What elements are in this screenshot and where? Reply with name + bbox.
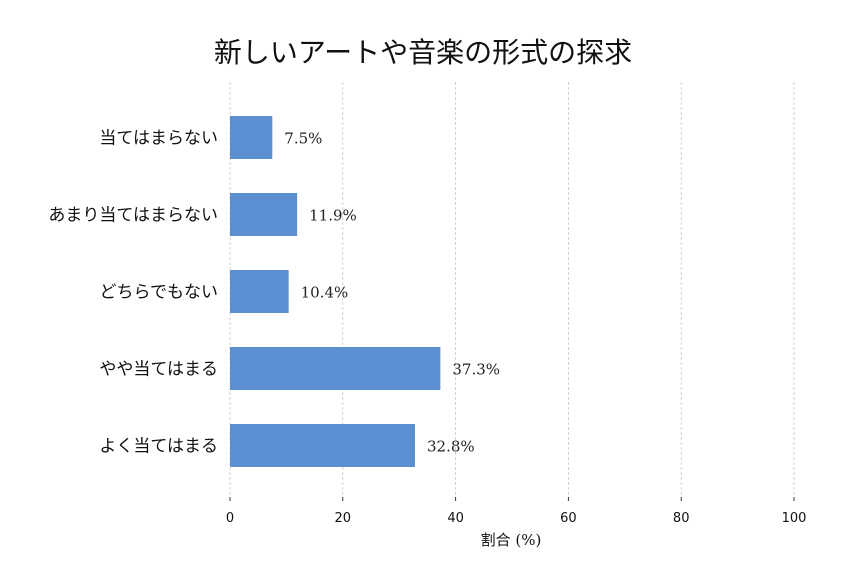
data-label: 10.4% (301, 284, 349, 302)
chart-title: 新しいアートや音楽の形式の探求 (214, 36, 632, 69)
x-axis-ticks: 0 20 40 60 80 100 (226, 497, 807, 526)
bar (230, 193, 298, 236)
x-tick-label: 80 (673, 511, 690, 526)
x-axis-title: 割合 (%) (481, 531, 542, 549)
category-label: どちらでもない (100, 283, 219, 303)
category-label: やや当てはまる (99, 360, 218, 380)
x-tick-label: 100 (782, 511, 807, 526)
data-label: 7.5% (284, 130, 322, 148)
data-label: 11.9% (309, 207, 357, 225)
category-label: あまり当てはまらない (48, 206, 218, 226)
data-label: 32.8% (427, 438, 475, 456)
x-tick-label: 40 (447, 511, 464, 526)
x-tick-label: 20 (335, 511, 352, 526)
bar (230, 116, 273, 159)
x-tick-label: 60 (560, 511, 577, 526)
bar (230, 347, 441, 390)
bar (230, 424, 415, 467)
category-label: よく当てはまる (99, 437, 218, 457)
bar (230, 270, 289, 313)
data-label: 37.3% (452, 361, 500, 379)
x-tick-label: 0 (226, 511, 234, 526)
data-labels: 7.5% 11.9% 10.4% 37.3% 32.8% (284, 130, 500, 456)
category-label: 当てはまらない (99, 129, 218, 149)
bars (230, 116, 441, 467)
